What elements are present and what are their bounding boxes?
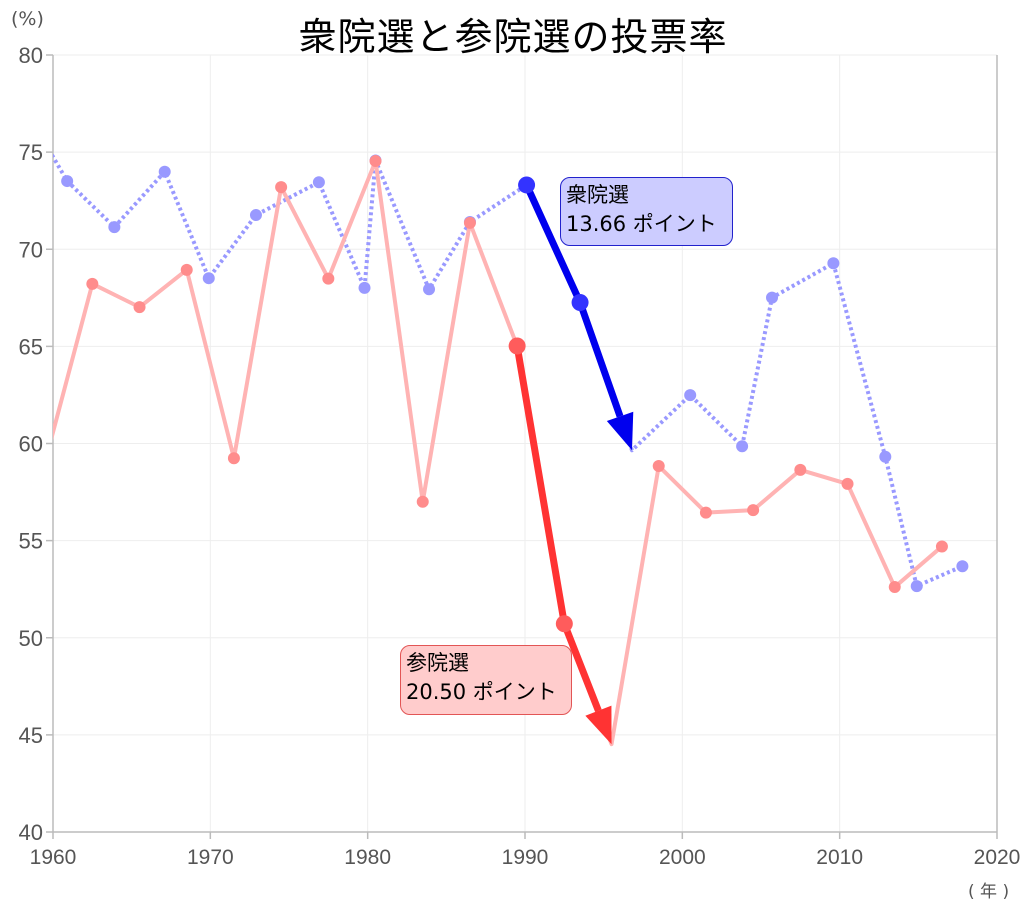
shuin-annotation-title: 衆院選	[566, 183, 629, 207]
x-tick-label: 2010	[816, 846, 863, 869]
data-series	[53, 152, 969, 747]
y-axis-unit-label: (%)	[11, 8, 44, 30]
highlight-data-point	[571, 293, 589, 311]
shuin-annotation-value: 13.66 ポイント	[566, 212, 717, 236]
shuin-data-point	[108, 221, 121, 234]
x-tick-label: 1990	[502, 846, 549, 869]
sanin-data-point	[227, 452, 240, 465]
x-tick-label: 1970	[187, 846, 234, 869]
shuin-data-point	[423, 283, 436, 296]
sanin-data-point	[794, 463, 807, 476]
sanin-data-point	[888, 581, 901, 594]
axes: 40 45 50 55 60 65 70 75 80 1960 1970 1980 1990 2000 20…	[19, 43, 1021, 869]
highlight-data-point	[508, 337, 526, 355]
sanin-drop-arrow	[508, 337, 612, 745]
shuin-data-point	[61, 175, 74, 188]
shuin-data-point	[158, 165, 171, 178]
sanin-annotation-value: 20.50 ポイント	[406, 680, 557, 704]
gridlines	[52, 54, 998, 833]
y-tick-label: 45	[19, 723, 43, 748]
y-tick-label: 55	[19, 529, 43, 554]
chart-title: 衆院選と参院選の投票率	[298, 15, 728, 59]
highlight-arrows	[508, 176, 634, 745]
sanin-data-point	[86, 277, 99, 290]
arrow-head-icon	[606, 411, 634, 451]
shuin-data-point	[879, 450, 892, 463]
shuin-series	[53, 152, 969, 593]
shuin-data-point	[736, 440, 749, 453]
shuin-line	[53, 152, 964, 589]
shuin-data-point	[358, 281, 371, 294]
shuin-data-point	[910, 580, 923, 593]
x-tick-label: 2000	[659, 846, 706, 869]
y-tick-label: 40	[19, 820, 43, 845]
shuin-data-point	[827, 257, 840, 270]
x-axis-unit-label: ( 年 )	[968, 882, 1010, 902]
arrow-head-icon	[585, 705, 612, 745]
shuin-data-point	[684, 389, 697, 402]
sanin-data-point	[416, 495, 429, 508]
sanin-series	[53, 155, 948, 747]
sanin-data-point	[322, 272, 335, 285]
shuin-data-point	[956, 560, 969, 573]
sanin-data-point	[275, 181, 288, 194]
y-tick-label: 60	[19, 432, 43, 457]
sanin-line	[53, 159, 944, 747]
sanin-drop-annotation: 参院選 20.50 ポイント	[400, 645, 572, 715]
highlight-data-point	[555, 615, 573, 633]
x-tick-label: 1980	[344, 846, 391, 869]
sanin-data-point	[463, 216, 476, 229]
sanin-data-point	[652, 460, 665, 473]
sanin-data-point	[841, 477, 854, 490]
shuin-data-point	[249, 209, 262, 222]
shuin-drop-arrow	[518, 176, 634, 451]
x-tick-label: 2020	[974, 846, 1021, 869]
shuin-data-point	[312, 176, 325, 189]
shuin-drop-annotation: 衆院選 13.66 ポイント	[560, 177, 733, 246]
sanin-data-point	[369, 155, 382, 168]
shuin-data-point	[766, 291, 779, 304]
sanin-data-point	[935, 540, 948, 553]
sanin-data-point	[180, 263, 193, 276]
y-tick-label: 70	[19, 237, 43, 262]
sanin-data-point	[699, 506, 712, 519]
sanin-data-point	[133, 301, 146, 314]
y-tick-label: 65	[19, 334, 43, 359]
x-tick-label: 1960	[30, 846, 77, 869]
highlight-data-point	[518, 176, 536, 194]
y-tick-label: 75	[19, 140, 43, 165]
y-tick-label: 80	[19, 43, 43, 68]
sanin-annotation-title: 参院選	[406, 651, 469, 675]
shuin-data-point	[202, 272, 215, 285]
sanin-data-point	[747, 504, 760, 517]
y-tick-label: 50	[19, 626, 43, 651]
